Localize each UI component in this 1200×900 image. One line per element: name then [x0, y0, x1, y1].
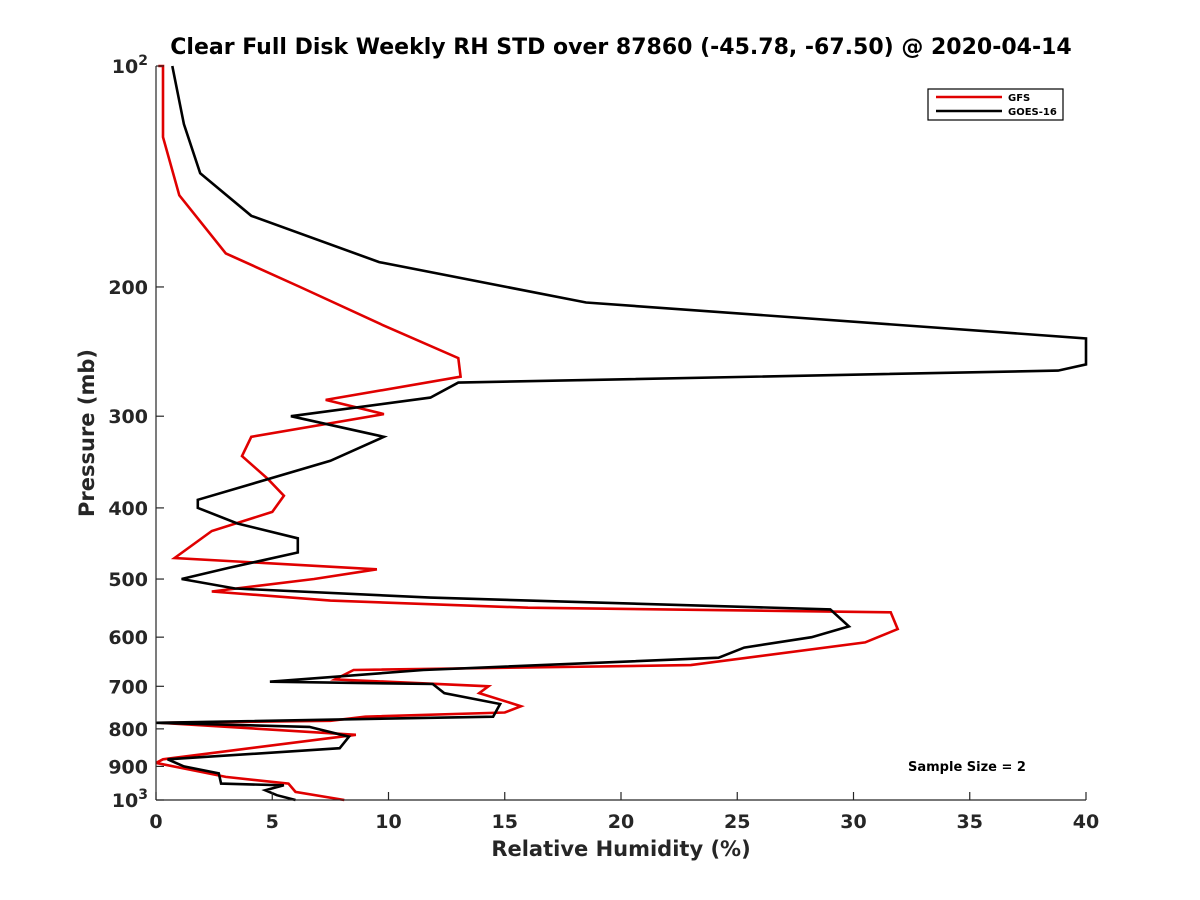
legend-label-gfs: GFS — [1008, 93, 1030, 104]
x-tick-label: 40 — [1073, 811, 1099, 833]
y-tick-exponent: 3 — [138, 787, 148, 803]
y-tick-label: 500 — [108, 569, 148, 591]
x-tick-label: 10 — [375, 811, 401, 833]
legend-label-goes-16: GOES-16 — [1008, 107, 1057, 118]
y-tick-label: 700 — [108, 676, 148, 698]
y-tick-label: 300 — [108, 406, 148, 428]
chart-title: Clear Full Disk Weekly RH STD over 87860… — [170, 35, 1071, 60]
y-tick-label: 103 — [112, 787, 148, 812]
x-tick-label: 20 — [608, 811, 634, 833]
x-tick-label: 30 — [840, 811, 866, 833]
x-tick-label: 25 — [724, 811, 750, 833]
y-tick-label: 200 — [108, 277, 148, 299]
y-tick-base: 10 — [112, 790, 138, 812]
x-axis-label: Relative Humidity (%) — [491, 837, 750, 861]
x-tick-label: 35 — [957, 811, 983, 833]
sample-size-annotation: Sample Size = 2 — [908, 760, 1026, 775]
y-tick-label: 900 — [108, 756, 148, 778]
y-tick-base: 10 — [112, 56, 138, 78]
x-tick-label: 0 — [149, 811, 162, 833]
series-line-goes-16 — [156, 65, 1088, 802]
series-line-gfs — [156, 64, 900, 802]
y-tick-label: 102 — [112, 53, 148, 78]
y-tick-label: 400 — [108, 498, 148, 520]
plot-area — [156, 64, 1088, 802]
x-tick-label: 5 — [266, 811, 279, 833]
legend: GFS GOES-16 — [927, 88, 1064, 121]
y-tick-exponent: 2 — [138, 53, 148, 69]
x-tick-label: 15 — [492, 811, 518, 833]
axes: 0 5 10 15 20 25 30 35 40102200300400500600700800… — [108, 53, 1099, 833]
y-tick-label: 600 — [108, 627, 148, 649]
y-axis-label: Pressure (mb) — [75, 349, 99, 517]
legend-box — [927, 88, 1064, 121]
y-tick-label: 800 — [108, 719, 148, 741]
